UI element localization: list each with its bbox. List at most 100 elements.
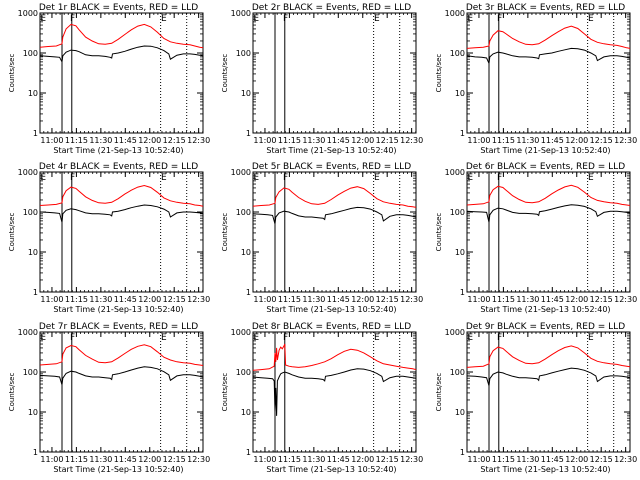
events-series-line — [466, 204, 631, 223]
interval-marker-label: E — [161, 333, 167, 343]
x-tick-label: 11:00 — [467, 455, 490, 464]
events-series-line — [252, 368, 417, 416]
y-tick-label: 10 — [241, 248, 251, 257]
panel-3: Det 3r BLACK = Events, RED = LLD 1 10 100 10… — [435, 3, 637, 155]
y-tick-label: 1000 — [231, 9, 251, 18]
x-tick-label: 11:15 — [278, 455, 301, 464]
x-tick-label: 12:30 — [400, 295, 423, 304]
panel-title: Det 5r BLACK = Events, RED = LLD — [252, 162, 411, 172]
events-series-line — [39, 366, 204, 385]
x-tick-label: 11:45 — [541, 455, 564, 464]
x-tick-label: 11:30 — [516, 295, 539, 304]
y-tick-label: 1000 — [445, 168, 465, 177]
x-tick-label: 12:00 — [351, 455, 374, 464]
x-tick-label: 12:00 — [138, 136, 161, 145]
x-tick-label: 12:15 — [163, 295, 186, 304]
x-tick-label: 12:00 — [565, 455, 588, 464]
y-tick-label: 100 — [236, 208, 251, 217]
x-tick-label: 12:15 — [163, 136, 186, 145]
interval-marker-label: E — [253, 333, 259, 343]
x-tick-label: 12:30 — [187, 455, 210, 464]
x-axis-label: Start Time (21-Sep-13 10:52:40) — [53, 146, 183, 155]
y-tick-label: 10 — [455, 408, 465, 417]
y-tick-label: 100 — [450, 208, 465, 217]
x-tick-label: 12:15 — [590, 136, 613, 145]
x-tick-label: 11:45 — [327, 455, 350, 464]
interval-marker-label: E — [588, 173, 594, 183]
y-tick-label: 100 — [23, 368, 38, 377]
x-tick-label: 11:15 — [65, 136, 88, 145]
x-tick-label: 11:15 — [492, 295, 515, 304]
y-tick-label: 10 — [28, 408, 38, 417]
x-tick-label: 11:15 — [278, 295, 301, 304]
interval-marker-label: F — [283, 14, 288, 24]
x-tick-label: 12:30 — [614, 295, 637, 304]
y-tick-label: 1 — [246, 448, 251, 457]
x-tick-label: 12:30 — [187, 136, 210, 145]
x-tick-label: 12:15 — [376, 295, 399, 304]
y-tick-label: 10 — [455, 89, 465, 98]
y-tick-label: 100 — [236, 368, 251, 377]
y-tick-label: 100 — [236, 49, 251, 58]
y-tick-label: 1000 — [445, 328, 465, 337]
y-axis-label: Counts/sec — [221, 373, 229, 412]
panel-7: Det 7r BLACK = Events, RED = LLD 1 10 100 10… — [8, 322, 210, 474]
plot-frame — [39, 12, 204, 134]
interval-marker-label: E — [40, 14, 46, 24]
y-tick-label: 1000 — [231, 168, 251, 177]
y-axis-label: Counts/sec — [8, 54, 16, 93]
y-tick-label: 10 — [28, 248, 38, 257]
interval-marker-label: E — [40, 173, 46, 183]
x-tick-label: 11:15 — [278, 136, 301, 145]
y-tick-label: 1000 — [445, 9, 465, 18]
x-tick-label: 12:00 — [138, 295, 161, 304]
x-tick-label: 11:15 — [492, 455, 515, 464]
x-tick-label: 12:15 — [590, 455, 613, 464]
interval-marker-label: F — [283, 333, 288, 343]
y-tick-label: 1 — [33, 288, 38, 297]
panel-title: Det 1r BLACK = Events, RED = LLD — [39, 3, 198, 13]
interval-marker-label: E — [467, 173, 473, 183]
plot-frame — [252, 171, 417, 293]
lld-series-line — [39, 184, 204, 207]
plot-frame — [466, 331, 631, 453]
x-tick-label: 12:00 — [351, 136, 374, 145]
y-tick-label: 1000 — [18, 328, 38, 337]
x-tick-label: 11:00 — [40, 455, 63, 464]
x-tick-label: 11:00 — [467, 136, 490, 145]
interval-marker-label: E — [374, 173, 380, 183]
x-tick-label: 11:15 — [492, 136, 515, 145]
y-tick-label: 10 — [241, 89, 251, 98]
panel-title: Det 6r BLACK = Events, RED = LLD — [466, 162, 625, 172]
x-tick-label: 12:30 — [614, 136, 637, 145]
interval-marker-label: F — [70, 14, 75, 24]
x-tick-label: 12:00 — [565, 295, 588, 304]
y-tick-label: 1 — [246, 288, 251, 297]
events-series-line — [39, 204, 204, 223]
x-axis-label: Start Time (21-Sep-13 10:52:40) — [480, 465, 610, 474]
lld-series-line — [39, 23, 204, 49]
x-tick-label: 12:30 — [400, 136, 423, 145]
y-tick-label: 100 — [23, 208, 38, 217]
y-axis-label: Counts/sec — [8, 373, 16, 412]
interval-marker-label: E — [374, 14, 380, 24]
x-tick-label: 11:45 — [114, 455, 137, 464]
x-axis-label: Start Time (21-Sep-13 10:52:40) — [53, 465, 183, 474]
plot-frame — [466, 171, 631, 293]
x-tick-label: 11:00 — [253, 455, 276, 464]
y-axis-label: Counts/sec — [435, 213, 443, 252]
events-series-line — [39, 45, 204, 64]
panel-6: Det 6r BLACK = Events, RED = LLD 1 10 100 10… — [435, 162, 637, 314]
x-axis-label: Start Time (21-Sep-13 10:52:40) — [266, 465, 396, 474]
y-axis-label: Counts/sec — [435, 54, 443, 93]
x-tick-label: 11:00 — [253, 295, 276, 304]
x-axis-label: Start Time (21-Sep-13 10:52:40) — [266, 146, 396, 155]
interval-marker-label: E — [40, 333, 46, 343]
interval-marker-label: F — [283, 173, 288, 183]
y-tick-label: 1 — [246, 129, 251, 138]
panel-title: Det 8r BLACK = Events, RED = LLD — [252, 322, 411, 332]
y-tick-label: 1 — [460, 129, 465, 138]
x-tick-label: 12:00 — [351, 295, 374, 304]
interval-marker-label: F — [497, 173, 502, 183]
